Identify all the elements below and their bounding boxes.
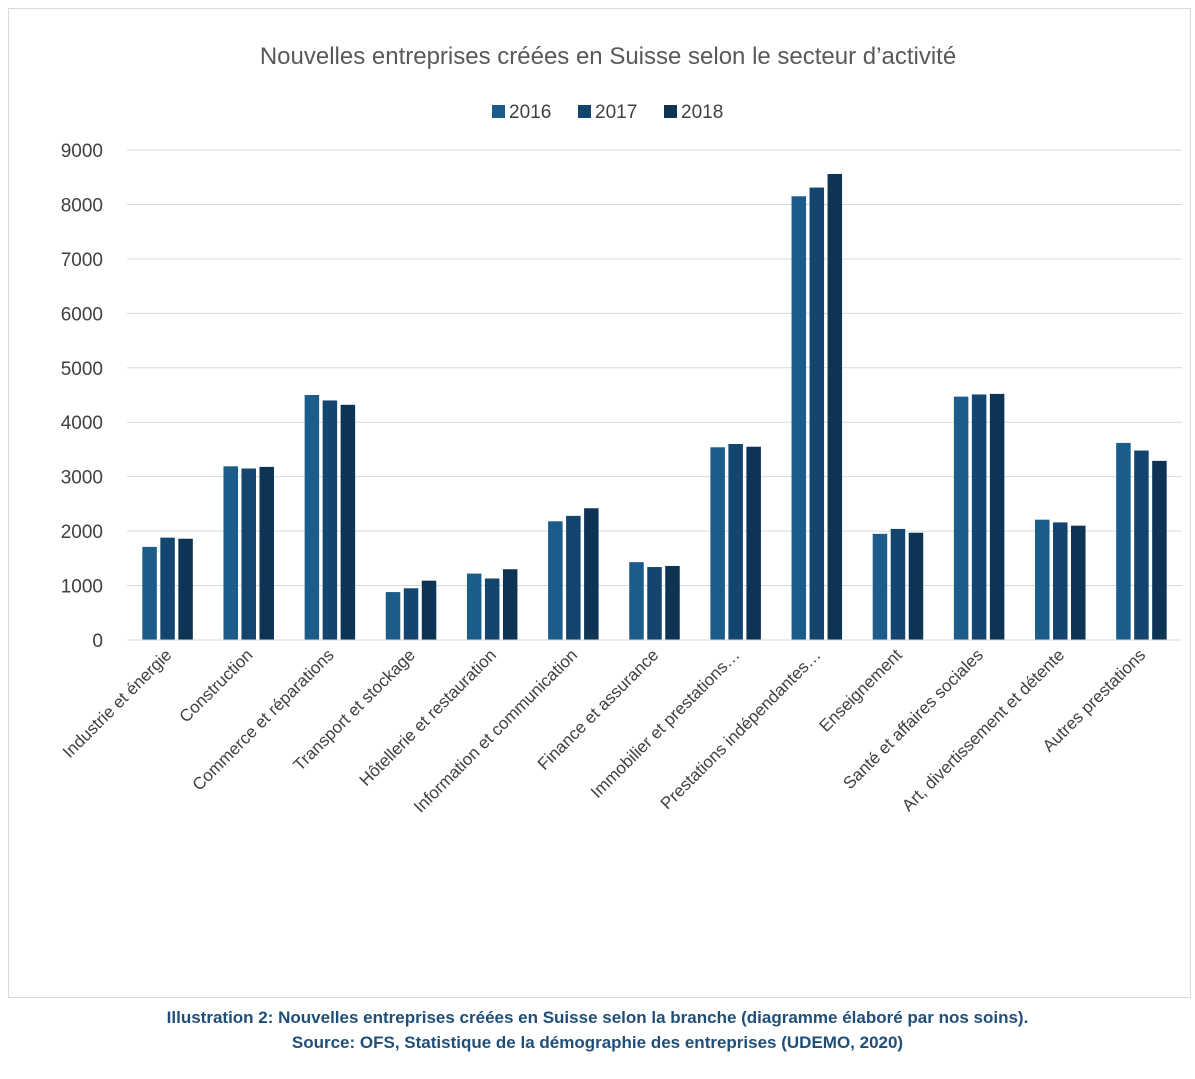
bar-chart: Nouvelles entreprises créées en Suisse s… [59, 43, 1182, 817]
bar-2016-0 [142, 546, 157, 640]
bar-2017-11 [1053, 522, 1068, 640]
x-category-label: Enseignement [816, 645, 906, 735]
bar-2016-4 [466, 573, 482, 640]
bar-2016-7 [710, 447, 725, 640]
bar-2017-3 [403, 588, 419, 640]
legend-label-2017: 2017 [595, 102, 637, 123]
x-category-label: Hôtellerie et restauration [356, 645, 500, 789]
bar-2016-11 [1035, 519, 1050, 640]
bar-2018-10 [989, 393, 1005, 640]
bar-2017-5 [566, 515, 581, 640]
bar-2018-0 [178, 538, 193, 640]
bar-2018-3 [421, 580, 437, 640]
y-tick-label: 2000 [61, 522, 103, 543]
chart-title: Nouvelles entreprises créées en Suisse s… [260, 43, 956, 70]
bar-2017-6 [647, 567, 662, 640]
bar-2017-9 [890, 528, 906, 640]
y-tick-label: 3000 [61, 468, 103, 489]
x-category-label: Construction [176, 645, 257, 726]
bar-2016-2 [304, 395, 320, 640]
y-tick-label: 7000 [61, 250, 103, 271]
bar-2017-4 [484, 578, 500, 640]
x-category-label: Art, divertissement et détente [898, 645, 1068, 815]
legend-label-2018: 2018 [681, 102, 723, 123]
bar-2016-1 [223, 466, 238, 640]
bar-2016-10 [953, 396, 969, 640]
bar-2018-7 [746, 446, 761, 640]
y-tick-label: 6000 [61, 304, 103, 325]
legend-swatch-2018 [664, 105, 677, 118]
bar-2017-1 [241, 468, 256, 640]
legend-label-2016: 2016 [509, 102, 551, 123]
x-category-label: Commerce et réparations [189, 645, 338, 794]
x-category-label: Industrie et énergie [59, 645, 175, 761]
bar-2018-4 [502, 569, 518, 640]
bar-2018-5 [584, 508, 599, 640]
figure-caption: Illustration 2: Nouvelles entreprises cr… [0, 1005, 1195, 1055]
y-tick-label: 8000 [61, 195, 103, 216]
bar-2017-10 [971, 394, 987, 640]
bar-2016-9 [872, 533, 888, 640]
bar-2018-8 [827, 173, 843, 640]
y-tick-label: 0 [92, 631, 103, 652]
bar-2018-11 [1071, 525, 1086, 640]
x-category-label: Information et communication [410, 645, 581, 816]
x-category-label: Prestations indépendantes… [657, 645, 825, 813]
bar-2016-8 [791, 196, 807, 640]
bar-2018-9 [908, 532, 924, 640]
legend-swatch-2017 [578, 105, 591, 118]
bar-2016-3 [385, 592, 401, 640]
bar-2016-6 [629, 562, 644, 640]
legend-swatch-2016 [492, 105, 505, 118]
y-tick-label: 4000 [61, 413, 103, 434]
x-category-label: Immobilier et prestations… [587, 645, 743, 801]
bar-2018-2 [340, 404, 356, 640]
bar-2016-5 [548, 521, 563, 640]
bar-2017-0 [160, 537, 175, 640]
bar-2018-12 [1152, 460, 1167, 640]
caption-line-1: Illustration 2: Nouvelles entreprises cr… [166, 1008, 1029, 1027]
y-tick-label: 5000 [61, 359, 103, 380]
bar-2017-7 [728, 444, 743, 640]
bar-2017-12 [1134, 450, 1149, 640]
bar-2018-6 [665, 565, 680, 640]
caption-line-2: Source: OFS, Statistique de la démograph… [291, 1033, 904, 1052]
bar-2017-8 [809, 187, 825, 641]
bar-2016-12 [1116, 442, 1131, 640]
bar-2018-1 [259, 466, 274, 640]
bar-2017-2 [322, 400, 338, 640]
x-category-label: Santé et affaires sociales [839, 645, 987, 793]
y-tick-label: 9000 [61, 141, 103, 162]
y-tick-label: 1000 [61, 577, 103, 598]
